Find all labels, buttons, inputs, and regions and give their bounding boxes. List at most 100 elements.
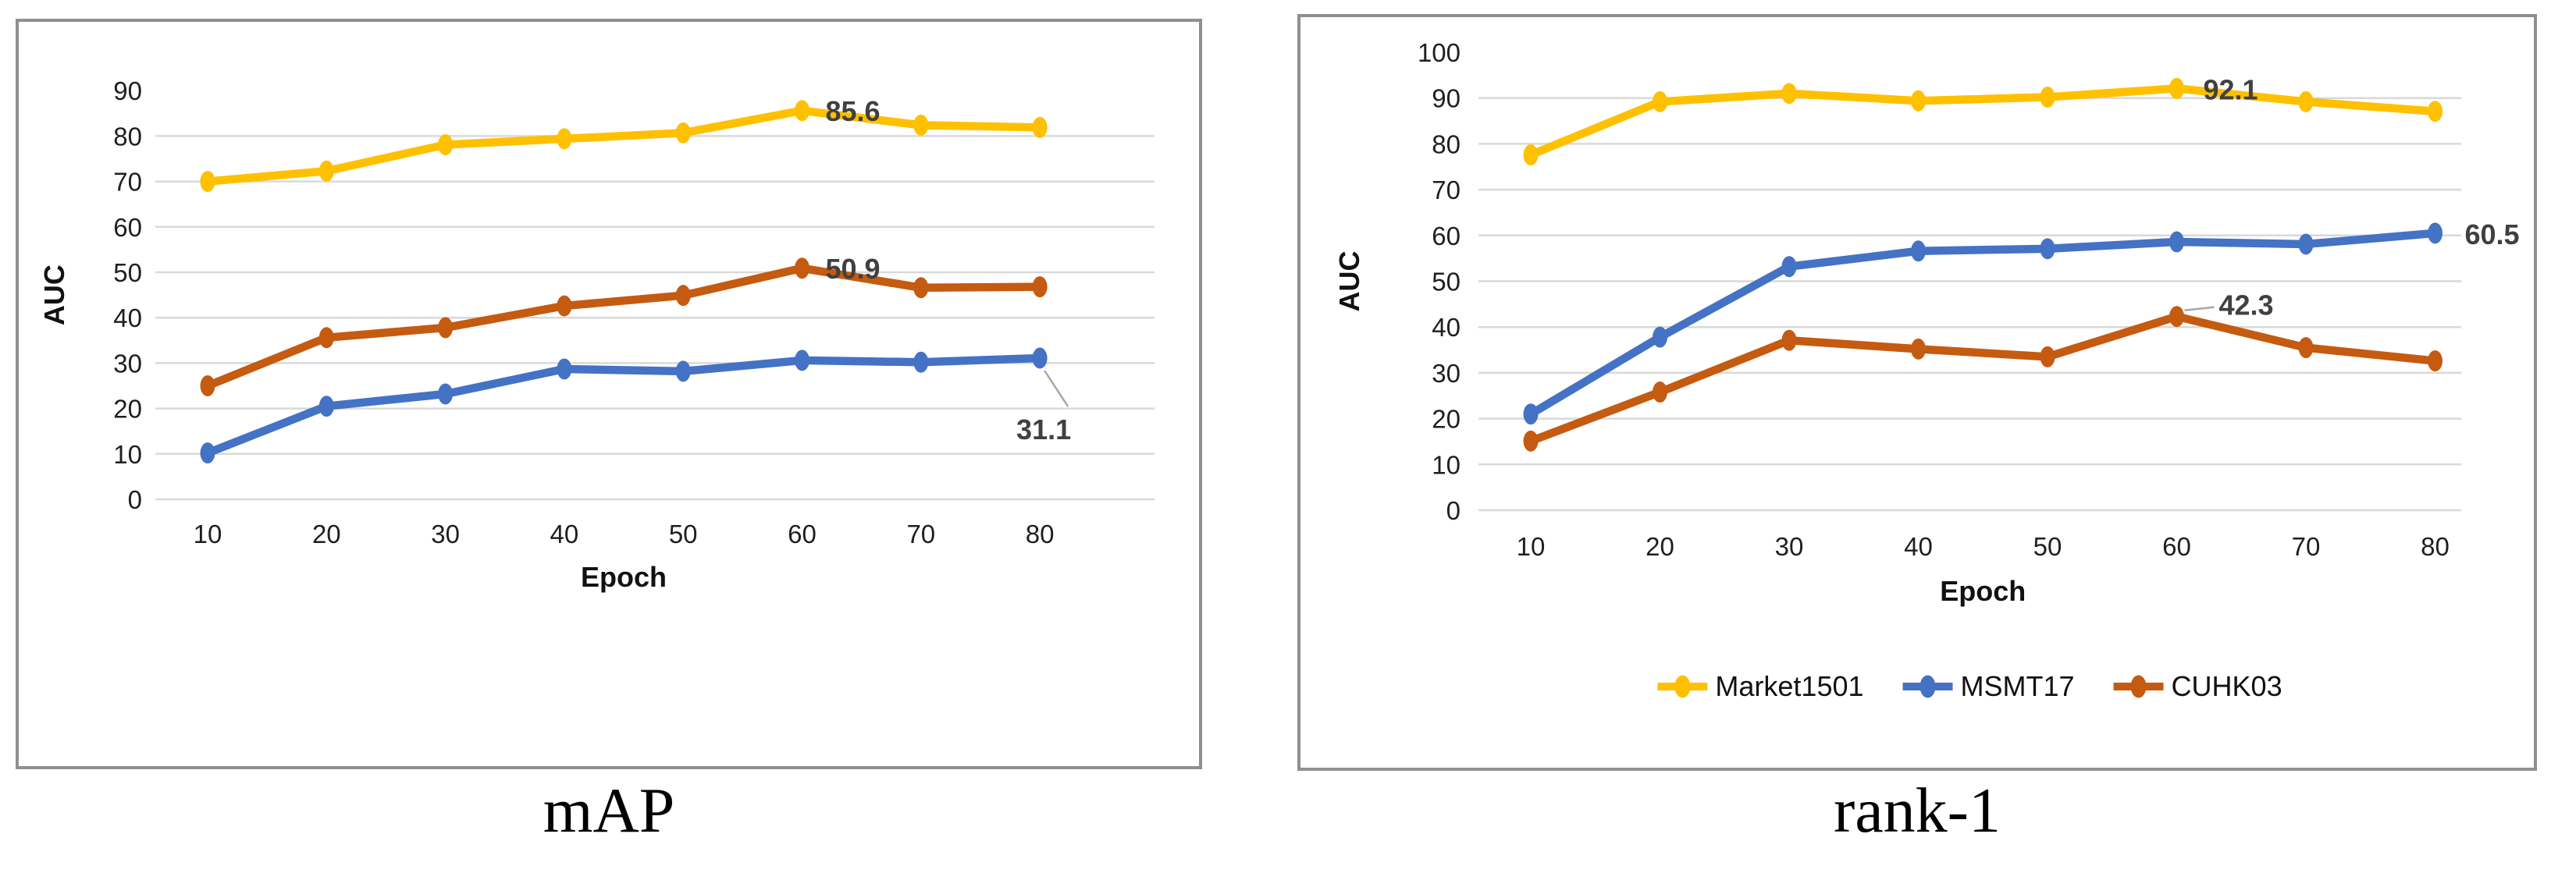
data-point-marker bbox=[438, 133, 454, 155]
data-point-marker bbox=[1653, 326, 1667, 348]
data-point-marker bbox=[438, 317, 454, 339]
data-point-marker bbox=[318, 160, 334, 182]
data-point-marker bbox=[1523, 144, 1539, 165]
series-line-cuhk03 bbox=[1526, 312, 2439, 445]
y-tick-label: 80 bbox=[113, 122, 142, 151]
legend-label: CUHK03 bbox=[2172, 670, 2282, 702]
y-tick-label: 70 bbox=[113, 168, 142, 197]
legend-marker bbox=[2130, 675, 2147, 698]
legend-marker bbox=[1920, 675, 1936, 698]
data-point-marker bbox=[1032, 116, 1048, 138]
data-point-marker bbox=[1781, 329, 1797, 351]
data-point-marker bbox=[913, 114, 929, 136]
y-tick-label: 80 bbox=[1432, 130, 1461, 158]
legend-item: Market1501 bbox=[1657, 670, 1864, 702]
chart-title-map: mAP bbox=[543, 775, 675, 846]
x-tick-label: 80 bbox=[2421, 532, 2450, 561]
data-point-marker bbox=[2040, 87, 2055, 108]
legend-marker bbox=[1674, 675, 1691, 698]
legend-label: Market1501 bbox=[1715, 670, 1863, 702]
y-tick-label: 50 bbox=[1432, 268, 1461, 296]
data-point-marker bbox=[2169, 77, 2184, 99]
data-point-marker bbox=[1653, 381, 1667, 403]
x-tick-label: 20 bbox=[1646, 532, 1674, 561]
data-point-marker bbox=[438, 383, 454, 405]
y-tick-label: 20 bbox=[1432, 405, 1461, 434]
x-tick-label: 10 bbox=[1517, 532, 1546, 561]
data-point-marker bbox=[1781, 256, 1797, 278]
x-tick-label: 30 bbox=[431, 520, 460, 548]
data-point-marker bbox=[1523, 403, 1539, 425]
y-tick-label: 40 bbox=[113, 303, 142, 332]
data-point-marker bbox=[557, 128, 572, 150]
x-tick-label: 70 bbox=[906, 520, 935, 548]
x-tick-label: 50 bbox=[2033, 532, 2062, 561]
y-tick-label: 70 bbox=[1432, 176, 1461, 204]
y-tick-label: 40 bbox=[1432, 313, 1461, 342]
series-line-cuhk03 bbox=[203, 264, 1044, 390]
x-tick-label: 60 bbox=[788, 520, 817, 548]
y-axis-label: AUC bbox=[38, 264, 70, 325]
leader-line bbox=[1044, 370, 1069, 407]
data-point-marker bbox=[1911, 338, 1926, 360]
data-point-marker bbox=[675, 285, 691, 307]
x-tick-label: 30 bbox=[1775, 532, 1804, 561]
data-label: 92.1 bbox=[2204, 73, 2258, 105]
data-label: 50.9 bbox=[826, 253, 881, 285]
data-point-marker bbox=[675, 122, 691, 144]
legend-label: MSMT17 bbox=[1961, 670, 2075, 702]
series-line-msmt17 bbox=[203, 353, 1044, 457]
x-tick-label: 50 bbox=[669, 520, 698, 548]
data-point-marker bbox=[2298, 233, 2314, 255]
chart-title-rank1: rank-1 bbox=[1833, 775, 2001, 846]
data-point-marker bbox=[200, 375, 215, 396]
data-point-marker bbox=[795, 257, 809, 279]
series-line-market1501 bbox=[1526, 84, 2439, 159]
data-point-marker bbox=[318, 396, 334, 417]
data-label: 60.5 bbox=[2465, 218, 2520, 250]
x-axis-label: Epoch bbox=[581, 561, 667, 593]
data-point-marker bbox=[2169, 231, 2184, 253]
y-tick-label: 100 bbox=[1418, 38, 1461, 67]
rank1-chart-panel: 0 10 20 30 40 50 60 70 80 90 100 10 20 30 40 50 60 70 80 Ep… bbox=[1297, 14, 2537, 771]
x-tick-label: 10 bbox=[194, 520, 222, 548]
x-tick-label: 40 bbox=[1904, 532, 1933, 561]
data-point-marker bbox=[1653, 90, 1667, 112]
data-point-marker bbox=[2169, 306, 2184, 328]
data-point-marker bbox=[318, 327, 334, 349]
y-tick-label: 90 bbox=[113, 76, 142, 105]
data-label: 31.1 bbox=[1016, 413, 1071, 445]
legend-item: CUHK03 bbox=[2113, 670, 2282, 702]
series-line-market1501 bbox=[203, 106, 1044, 186]
y-tick-label: 50 bbox=[113, 258, 142, 287]
y-tick-label: 60 bbox=[1432, 222, 1461, 250]
data-point-marker bbox=[557, 295, 572, 317]
x-tick-label: 80 bbox=[1026, 520, 1055, 548]
data-point-marker bbox=[913, 351, 929, 373]
y-axis-label: AUC bbox=[1333, 251, 1365, 312]
rank1-chart: 0 10 20 30 40 50 60 70 80 90 100 10 20 30 40 50 60 70 80 Ep… bbox=[1333, 38, 2520, 702]
data-point-marker bbox=[1032, 276, 1048, 298]
data-point-marker bbox=[2298, 90, 2314, 112]
y-tick-label: 90 bbox=[1432, 84, 1461, 113]
leader-line bbox=[2184, 306, 2215, 311]
data-point-marker bbox=[557, 358, 572, 380]
y-tick-label: 30 bbox=[113, 349, 142, 378]
data-label: 85.6 bbox=[826, 95, 881, 127]
x-axis-label: Epoch bbox=[1940, 575, 2026, 607]
data-point-marker bbox=[2428, 222, 2443, 244]
data-point-marker bbox=[1911, 240, 1926, 262]
data-point-marker bbox=[1911, 90, 1926, 112]
map-chart-panel: 0 10 20 30 40 50 60 70 80 90 10 20 30 40 50 60 70 80 Epoch… bbox=[16, 19, 1202, 769]
data-point-marker bbox=[2040, 238, 2055, 260]
x-tick-label: 20 bbox=[312, 520, 341, 548]
data-point-marker bbox=[1523, 430, 1539, 452]
y-tick-label: 0 bbox=[128, 485, 142, 514]
data-point-marker bbox=[200, 442, 215, 464]
x-tick-label: 60 bbox=[2162, 532, 2191, 561]
y-tick-label: 0 bbox=[1446, 496, 1461, 525]
x-tick-label: 70 bbox=[2292, 532, 2321, 561]
data-point-marker bbox=[2040, 346, 2055, 367]
y-tick-label: 30 bbox=[1432, 359, 1461, 388]
